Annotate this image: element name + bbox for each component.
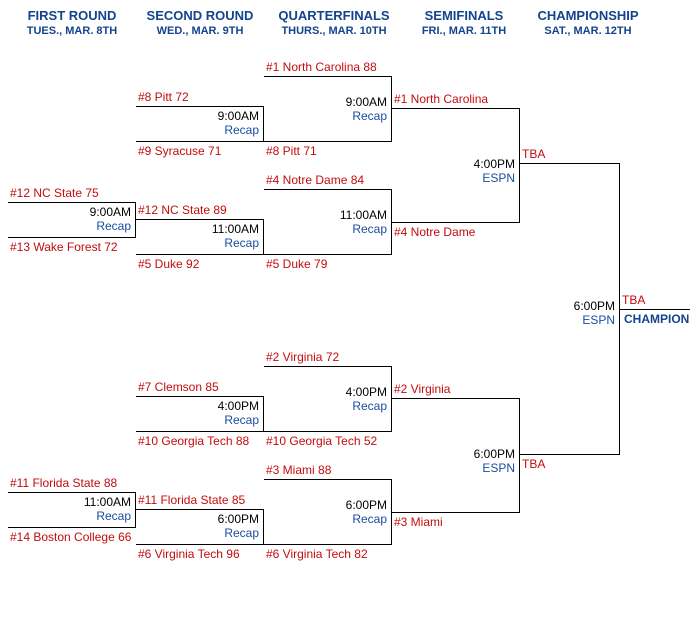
round-header: QUARTERFINALS THURS., MAR. 10TH (264, 8, 404, 37)
team-bot: #10 Georgia Tech 52 (264, 432, 392, 450)
match-link[interactable]: ESPN (392, 461, 515, 475)
team-top: #2 Virginia 72 (264, 348, 392, 366)
round-title: SEMIFINALS (406, 8, 522, 23)
match-link[interactable]: Recap (264, 512, 387, 526)
match-time: 9:00AM (264, 95, 387, 109)
round-date: THURS., MAR. 10TH (266, 25, 402, 37)
champion-output: TBA CHAMPION (620, 291, 690, 326)
team-top: #1 North Carolina 88 (264, 58, 392, 76)
round-title: FIRST ROUND (10, 8, 134, 23)
match-time: 9:00AM (8, 205, 131, 219)
round-header: CHAMPIONSHIP SAT., MAR. 12TH (524, 8, 652, 37)
team-bot: #14 Boston College 66 (8, 528, 136, 546)
round-date: SAT., MAR. 12TH (526, 25, 650, 37)
round-title: CHAMPIONSHIP (526, 8, 650, 23)
match-time: 11:00AM (264, 208, 387, 222)
team-bot: #13 Wake Forest 72 (8, 238, 136, 256)
match-time: 6:00PM (264, 498, 387, 512)
match-r5-1: TBA 6:00PM ESPN TBA (520, 145, 620, 473)
match-r1-2: #11 Florida State 88 11:00AM Recap #14 B… (8, 474, 136, 546)
team-top: #11 Florida State 88 (8, 474, 136, 492)
match-time: 11:00AM (8, 495, 131, 509)
champion-tba: TBA (620, 291, 690, 309)
round-header: SECOND ROUND WED., MAR. 9TH (136, 8, 264, 37)
match-time: 4:00PM (264, 385, 387, 399)
match-link[interactable]: Recap (264, 109, 387, 123)
match-r2-2: #12 NC State 89 11:00AM Recap #5 Duke 92 (136, 201, 264, 273)
match-time: 6:00PM (392, 447, 515, 461)
team-top: #12 NC State 75 (8, 184, 136, 202)
team-top: #7 Clemson 85 (136, 378, 264, 396)
match-r2-4: #11 Florida State 85 6:00PM Recap #6 Vir… (136, 491, 264, 563)
team-top: #11 Florida State 85 (136, 491, 264, 509)
match-time: 9:00AM (136, 109, 259, 123)
match-link[interactable]: Recap (136, 123, 259, 137)
team-top: #4 Notre Dame 84 (264, 171, 392, 189)
round-date: WED., MAR. 9TH (138, 25, 262, 37)
team-bot: #4 Notre Dame (392, 223, 520, 241)
team-bot: #5 Duke 92 (136, 255, 264, 273)
team-top: TBA (520, 145, 620, 163)
match-r3-2: #4 Notre Dame 84 11:00AM Recap #5 Duke 7… (264, 171, 392, 273)
team-bot: #6 Virginia Tech 96 (136, 545, 264, 563)
match-r1-1: #12 NC State 75 9:00AM Recap #13 Wake Fo… (8, 184, 136, 256)
match-link[interactable]: Recap (8, 509, 131, 523)
match-time: 6:00PM (520, 299, 615, 313)
round-header: SEMIFINALS FRI., MAR. 11TH (404, 8, 524, 37)
bracket-container: #12 NC State 75 9:00AM Recap #13 Wake Fo… (8, 43, 689, 633)
match-link[interactable]: Recap (136, 526, 259, 540)
round-date: FRI., MAR. 11TH (406, 25, 522, 37)
team-bot: #10 Georgia Tech 88 (136, 432, 264, 450)
match-link[interactable]: ESPN (392, 171, 515, 185)
match-r4-2: #2 Virginia 6:00PM ESPN #3 Miami (392, 380, 520, 531)
team-top: #1 North Carolina (392, 90, 520, 108)
match-r2-1: #8 Pitt 72 9:00AM Recap #9 Syracuse 71 (136, 88, 264, 160)
match-r3-1: #1 North Carolina 88 9:00AM Recap #8 Pit… (264, 58, 392, 160)
champion-label: CHAMPION (620, 310, 690, 326)
team-bot: #8 Pitt 71 (264, 142, 392, 160)
round-headers: FIRST ROUND TUES., MAR. 8TH SECOND ROUND… (8, 8, 689, 37)
round-title: SECOND ROUND (138, 8, 262, 23)
team-bot: #9 Syracuse 71 (136, 142, 264, 160)
team-top: #3 Miami 88 (264, 461, 392, 479)
match-r3-4: #3 Miami 88 6:00PM Recap #6 Virginia Tec… (264, 461, 392, 563)
match-link[interactable]: Recap (136, 236, 259, 250)
team-bot: #6 Virginia Tech 82 (264, 545, 392, 563)
match-time: 6:00PM (136, 512, 259, 526)
round-header: FIRST ROUND TUES., MAR. 8TH (8, 8, 136, 37)
match-link[interactable]: Recap (264, 222, 387, 236)
match-r2-3: #7 Clemson 85 4:00PM Recap #10 Georgia T… (136, 378, 264, 450)
team-bot: #3 Miami (392, 513, 520, 531)
team-bot: #5 Duke 79 (264, 255, 392, 273)
match-link[interactable]: ESPN (520, 313, 615, 327)
team-top: #8 Pitt 72 (136, 88, 264, 106)
match-time: 4:00PM (392, 157, 515, 171)
match-link[interactable]: Recap (8, 219, 131, 233)
match-r3-3: #2 Virginia 72 4:00PM Recap #10 Georgia … (264, 348, 392, 450)
round-date: TUES., MAR. 8TH (10, 25, 134, 37)
match-r4-1: #1 North Carolina 4:00PM ESPN #4 Notre D… (392, 90, 520, 241)
team-top: #2 Virginia (392, 380, 520, 398)
match-link[interactable]: Recap (264, 399, 387, 413)
match-time: 11:00AM (136, 222, 259, 236)
team-bot: TBA (520, 455, 620, 473)
match-link[interactable]: Recap (136, 413, 259, 427)
team-top: #12 NC State 89 (136, 201, 264, 219)
match-time: 4:00PM (136, 399, 259, 413)
round-title: QUARTERFINALS (266, 8, 402, 23)
